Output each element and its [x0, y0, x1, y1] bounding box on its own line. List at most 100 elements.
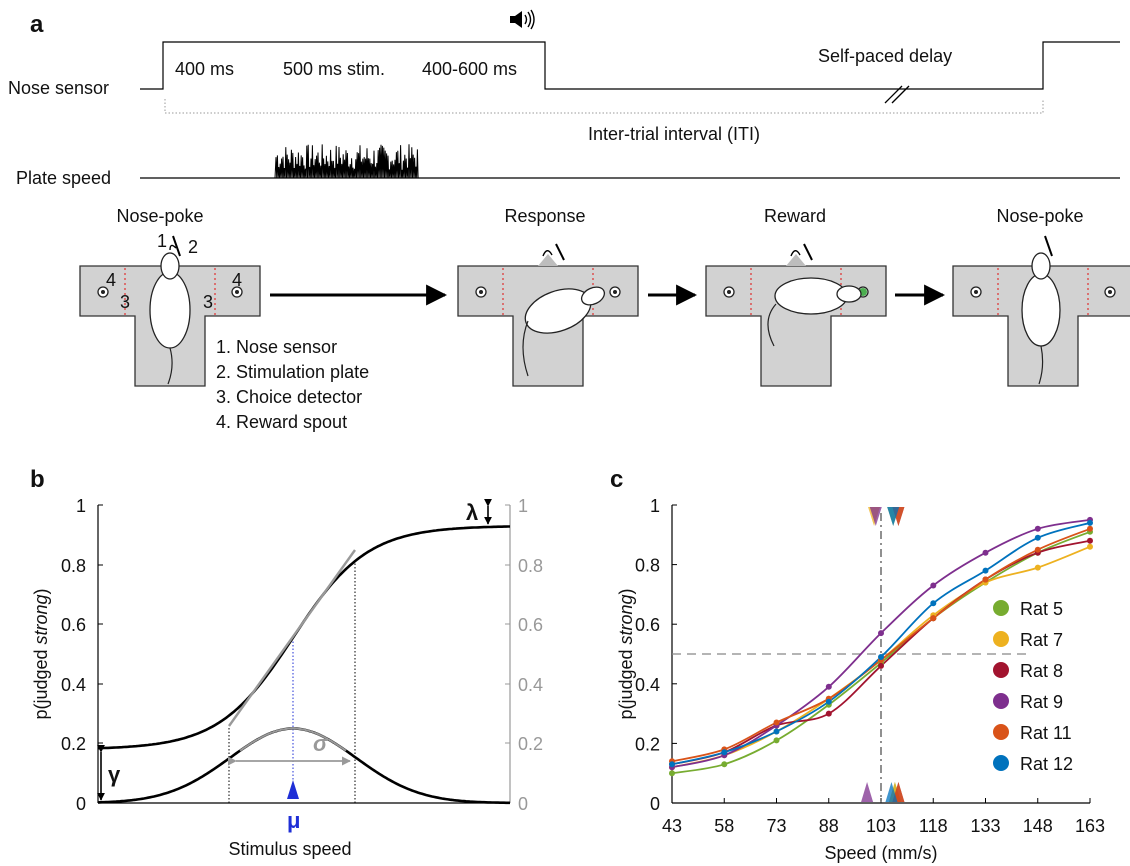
- b-rtick-0-2: 0.2: [518, 734, 543, 754]
- data-point: [825, 683, 832, 690]
- y-tick-label: 0.4: [635, 675, 660, 695]
- legend-label: Rat 12: [1020, 754, 1073, 774]
- num-3-right: 3: [203, 292, 213, 312]
- data-point: [1087, 537, 1093, 544]
- panel-c-yticks: 0 0.2 0.4 0.6 0.8 1: [635, 496, 677, 814]
- t-maze-nose-poke-2: [952, 235, 1130, 387]
- part-legend-4: 4. Reward spout: [216, 412, 347, 432]
- b-rtick-0-4: 0.4: [518, 675, 543, 695]
- data-point: [1034, 564, 1041, 571]
- gamma-symbol: γ: [108, 762, 121, 787]
- panel-a: a Nose sensor 400 ms 500 ms stim. 400-60…: [8, 9, 1130, 432]
- legend-label: Rat 9: [1020, 692, 1063, 712]
- legend-label: Rat 5: [1020, 599, 1063, 619]
- num-4-left: 4: [106, 270, 116, 290]
- legend-swatch: [993, 755, 1009, 771]
- top-marker: [869, 507, 882, 526]
- b-rtick-1: 1: [518, 496, 528, 516]
- num-3-left: 3: [120, 292, 130, 312]
- x-tick-label: 148: [1023, 816, 1053, 836]
- self-paced-delay-label: Self-paced delay: [818, 46, 952, 66]
- b-ytick-0-6: 0.6: [61, 615, 86, 635]
- panel-c-xticks: 43 58 73 88 103 118 133 148 163: [662, 798, 1105, 836]
- phase-wait: 400-600 ms: [422, 59, 517, 79]
- data-point: [982, 567, 989, 574]
- data-point: [878, 662, 884, 669]
- data-point: [773, 737, 780, 744]
- x-tick-label: 73: [766, 816, 786, 836]
- data-point: [825, 710, 832, 717]
- panel-c-xlabel: Speed (mm/s): [824, 843, 937, 863]
- phase-400ms: 400 ms: [175, 59, 234, 79]
- rat-icon-2: [522, 286, 606, 377]
- bottom-marker: [861, 782, 874, 802]
- data-point: [930, 615, 937, 622]
- data-points: [669, 516, 1093, 777]
- mu-marker: [287, 780, 299, 799]
- b-rtick-0: 0: [518, 794, 528, 814]
- b-ytick-0: 0: [76, 794, 86, 814]
- t-maze-reward: [705, 243, 887, 387]
- legend-swatch: [993, 631, 1009, 647]
- b-ytick-0-8: 0.8: [61, 556, 86, 576]
- x-tick-label: 43: [662, 816, 682, 836]
- y-tick-label: 1: [650, 496, 660, 516]
- panel-b: b p(judged strong) 1 0.8 0.6 0.4 0.2 0 1…: [30, 466, 543, 859]
- panel-b-ylabel: p(judged strong): [31, 588, 51, 719]
- data-point: [669, 761, 675, 768]
- data-point: [1087, 525, 1093, 532]
- step-label-response: Response: [504, 206, 585, 226]
- plate-speed-label: Plate speed: [16, 168, 111, 188]
- part-legend-1: 1. Nose sensor: [216, 337, 337, 357]
- data-point: [930, 600, 937, 607]
- gaussian-cap: [239, 727, 347, 752]
- data-point: [1034, 534, 1041, 541]
- iti-label: Inter-trial interval (ITI): [588, 124, 760, 144]
- lambda-symbol: λ: [466, 500, 478, 525]
- iti-bracket: [164, 99, 1044, 114]
- data-point: [721, 749, 728, 756]
- panel-b-xlabel: Stimulus speed: [228, 839, 351, 859]
- data-point: [878, 630, 884, 637]
- panel-b-left-ticks: 1 0.8 0.6 0.4 0.2 0: [61, 496, 103, 814]
- mu-symbol: μ: [287, 808, 300, 833]
- t-maze-nose-poke: [79, 235, 261, 387]
- nose-sensor-trace: [140, 41, 1120, 90]
- legend: Rat 5 Rat 7 Rat 8 Rat 9 Rat 11 Rat 12: [993, 599, 1073, 774]
- x-tick-label: 133: [970, 816, 1000, 836]
- panel-c: c p(judged strong) 43 58 73 88 103 118 133 148 1…: [610, 466, 1105, 863]
- data-point: [773, 719, 780, 726]
- x-tick-label: 58: [714, 816, 734, 836]
- phase-stim: 500 ms stim.: [283, 59, 385, 79]
- panel-c-ylabel: p(judged strong): [616, 588, 636, 719]
- panel-b-letter: b: [30, 466, 45, 493]
- top-marker: [887, 507, 900, 526]
- legend-swatch: [993, 724, 1009, 740]
- part-legend-3: 3. Choice detector: [216, 387, 362, 407]
- data-point: [721, 761, 728, 768]
- data-point: [669, 770, 675, 777]
- b-ytick-1: 1: [76, 496, 86, 516]
- data-point: [930, 582, 937, 589]
- break-mark: [884, 85, 910, 104]
- b-ytick-0-4: 0.4: [61, 675, 86, 695]
- x-tick-label: 163: [1075, 816, 1105, 836]
- data-point: [982, 549, 989, 556]
- psychometric-curve: [97, 525, 510, 750]
- data-point: [1087, 543, 1093, 550]
- y-tick-label: 0.8: [635, 556, 660, 576]
- data-point: [1034, 546, 1041, 553]
- part-legend-2: 2. Stimulation plate: [216, 362, 369, 382]
- rat-icon-4: [1021, 252, 1061, 385]
- data-point: [1034, 525, 1041, 532]
- panel-a-letter: a: [30, 11, 44, 38]
- y-tick-label: 0: [650, 794, 660, 814]
- y-tick-label: 0.2: [635, 734, 660, 754]
- plate-speed-trace: [274, 144, 419, 179]
- b-ytick-0-2: 0.2: [61, 734, 86, 754]
- data-point: [1087, 519, 1093, 526]
- rat-icon: [149, 252, 191, 385]
- num-2: 2: [188, 237, 198, 257]
- pse-markers: [861, 507, 905, 802]
